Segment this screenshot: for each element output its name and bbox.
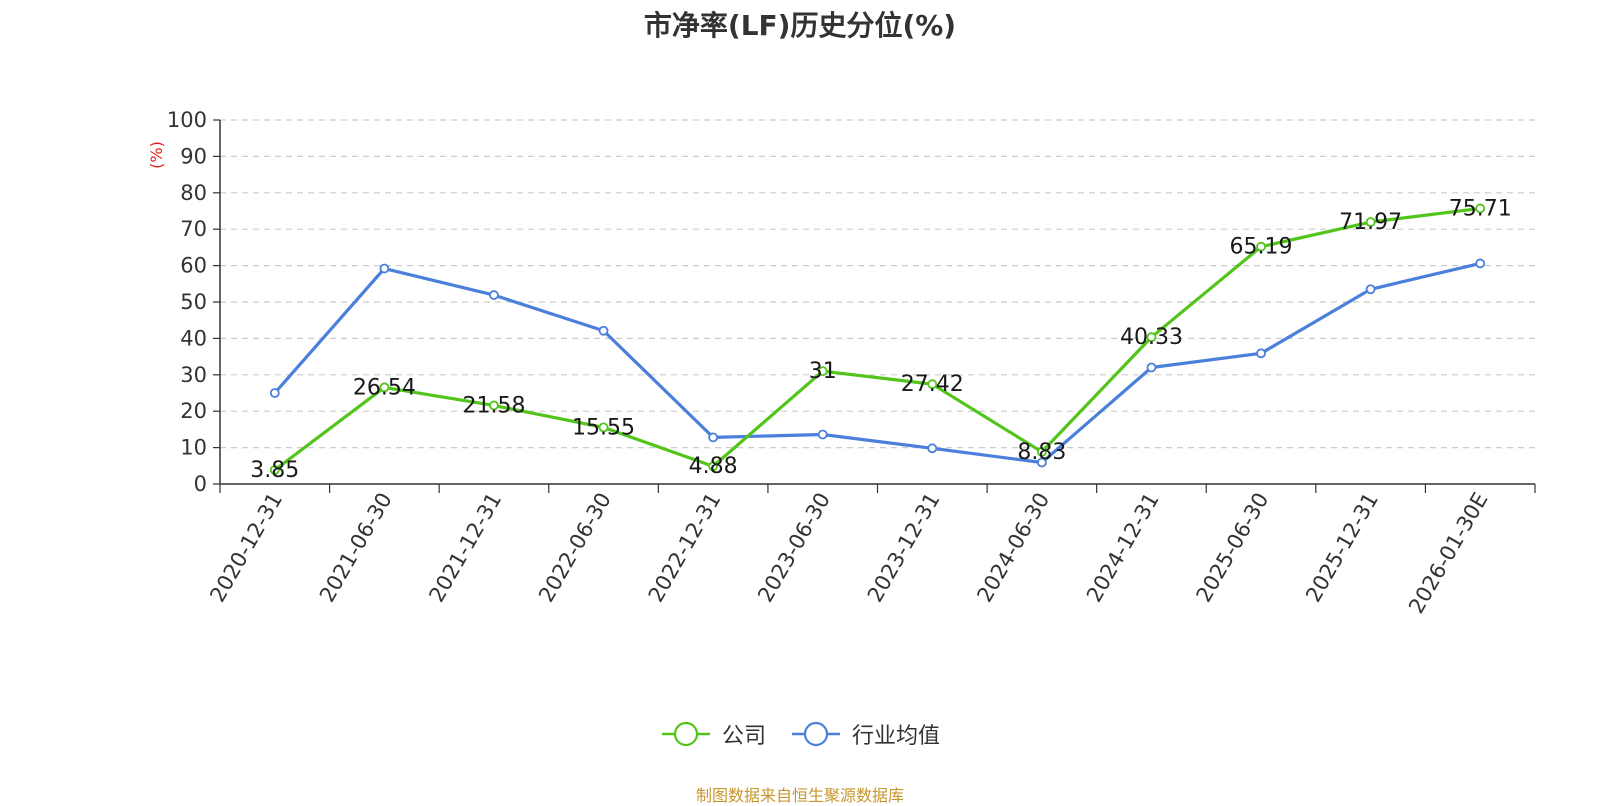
- x-tick-label: 2025-12-31: [1301, 489, 1383, 607]
- data-point: [379, 382, 390, 393]
- data-label: 40.33: [1120, 325, 1183, 350]
- legend-item[interactable]: 公司: [660, 718, 766, 750]
- series-layer: [269, 203, 1486, 475]
- data-label: 31: [809, 359, 837, 384]
- data-label: 4.88: [689, 454, 738, 479]
- data-point: [927, 379, 938, 390]
- legend-label: 公司: [721, 724, 766, 749]
- data-point: [598, 422, 609, 433]
- data-point: [598, 325, 609, 336]
- legend-item[interactable]: 行业均值: [790, 718, 940, 750]
- axis-layer: 0 10 20 30 40 50 60 70 80 90 100(%) 2020-12-31 2021-…: [147, 108, 1536, 618]
- data-label: 65.19: [1230, 235, 1293, 260]
- data-point: [379, 263, 390, 274]
- data-point: [708, 432, 719, 443]
- source-note: 制图数据来自恒生聚源数据库: [695, 786, 904, 805]
- legend-marker-icon: [661, 721, 710, 747]
- y-tick-label: 70: [180, 217, 207, 241]
- data-point: [927, 443, 938, 454]
- data-label: 21.58: [462, 393, 525, 418]
- data-point: [269, 388, 280, 398]
- chart-title: 市净率(LF)历史分位(%): [643, 9, 957, 42]
- data-point: [1475, 258, 1486, 269]
- data-label: 71.97: [1339, 210, 1402, 235]
- line-chart: 0 10 20 30 40 50 60 70 80 90 100(%) 2020-12-31 2021-…: [147, 108, 1536, 618]
- y-tick-label: 60: [180, 254, 207, 278]
- y-tick-label: 40: [180, 326, 207, 350]
- legend: 公司 行业均值: [0, 718, 1600, 750]
- x-tick-label: 2024-06-30: [972, 489, 1054, 607]
- y-axis-label: (%): [147, 141, 166, 169]
- series-line-公司: [273, 206, 1481, 472]
- data-point: [1036, 446, 1047, 457]
- y-tick-label: 100: [167, 108, 207, 132]
- x-tick-label: 2022-12-31: [644, 489, 726, 607]
- data-label: 27.42: [901, 372, 964, 397]
- data-point: [1256, 241, 1266, 252]
- x-tick-label: 2023-12-31: [863, 489, 945, 607]
- y-tick-label: 10: [180, 436, 207, 460]
- y-tick-label: 50: [180, 290, 207, 314]
- x-tick-label: 2021-12-31: [424, 489, 506, 607]
- y-tick-label: 30: [180, 363, 207, 387]
- legend-circle: [673, 721, 699, 747]
- x-tick-label: 2021-06-30: [315, 489, 397, 607]
- data-point: [708, 461, 719, 472]
- data-point: [1365, 284, 1376, 295]
- data-label-layer: 3.85 26.54 21.58 15.55 4.88 31 27.42 8.83 40.33 6…: [250, 196, 1511, 483]
- data-point: [489, 400, 499, 411]
- data-label: 26.54: [353, 375, 416, 400]
- data-point: [489, 290, 499, 300]
- y-tick-label: 80: [180, 181, 207, 205]
- data-label: 75.71: [1449, 196, 1512, 221]
- data-point: [1365, 217, 1376, 227]
- data-point: [1256, 348, 1266, 359]
- series-line-行业均值: [273, 261, 1481, 465]
- y-tick-label: 90: [180, 144, 207, 168]
- legend-marker-icon: [792, 721, 840, 747]
- legend-circle: [803, 721, 829, 747]
- data-point: [1146, 362, 1157, 373]
- legend-label: 行业均值: [852, 724, 941, 749]
- data-point: [269, 465, 280, 475]
- data-point: [1036, 457, 1047, 468]
- data-label: 15.55: [572, 415, 635, 440]
- x-tick-label: 2024-12-31: [1082, 489, 1164, 607]
- grid-layer: [220, 119, 1535, 449]
- x-tick-label: 2023-06-30: [753, 489, 835, 607]
- x-tick-label: 2020-12-31: [205, 489, 287, 607]
- x-tick-label: 2022-06-30: [534, 489, 616, 607]
- data-point: [817, 429, 828, 440]
- y-tick-label: 20: [180, 399, 207, 423]
- data-point: [817, 366, 828, 377]
- data-point: [1475, 203, 1486, 214]
- x-tick-label: 2026-01-30E: [1404, 489, 1492, 618]
- x-tick-label: 2025-06-30: [1192, 489, 1274, 607]
- data-label: 3.85: [250, 458, 299, 483]
- data-point: [1146, 332, 1157, 343]
- y-tick-label: 0: [194, 472, 207, 496]
- data-label: 8.83: [1017, 440, 1066, 465]
